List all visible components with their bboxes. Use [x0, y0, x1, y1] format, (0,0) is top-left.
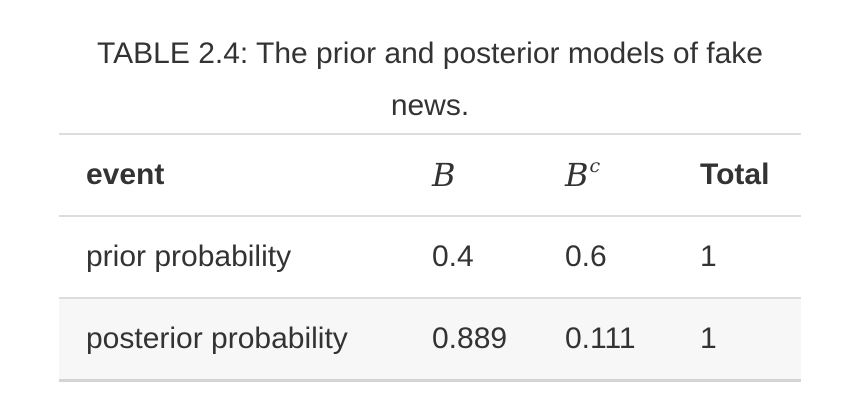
cell-b: 0.4	[432, 240, 474, 273]
header-bc-superscript: c	[589, 155, 601, 177]
header-b-symbol: B	[432, 156, 456, 194]
cell-bc: 0.111	[565, 322, 636, 355]
header-bc-base: B	[565, 156, 589, 194]
cell-event: prior probability	[86, 240, 292, 273]
cell-event: posterior probability	[86, 322, 348, 355]
header-bc-symbol: Bc	[565, 155, 601, 194]
table-caption: TABLE 2.4: The prior and posterior model…	[97, 37, 763, 122]
header-event: event	[86, 158, 165, 191]
cell-bc: 0.6	[565, 240, 607, 273]
cell-b: 0.889	[432, 322, 508, 355]
table-row: prior probability 0.4 0.6 1	[59, 216, 801, 298]
header-total: Total	[700, 158, 770, 191]
table-body: prior probability 0.4 0.6 1 posterior pr…	[59, 216, 801, 381]
header-bc: Bc	[565, 134, 700, 216]
table-header: event B Bc Total	[59, 134, 801, 216]
header-row: event B Bc Total	[59, 134, 801, 216]
table-row: posterior probability 0.889 0.111 1	[59, 298, 801, 381]
cell-total: 1	[700, 240, 717, 273]
probability-table: event B Bc Total prior probability 0.4 0…	[59, 133, 801, 382]
header-b: B	[432, 134, 565, 216]
cell-total: 1	[700, 322, 717, 355]
